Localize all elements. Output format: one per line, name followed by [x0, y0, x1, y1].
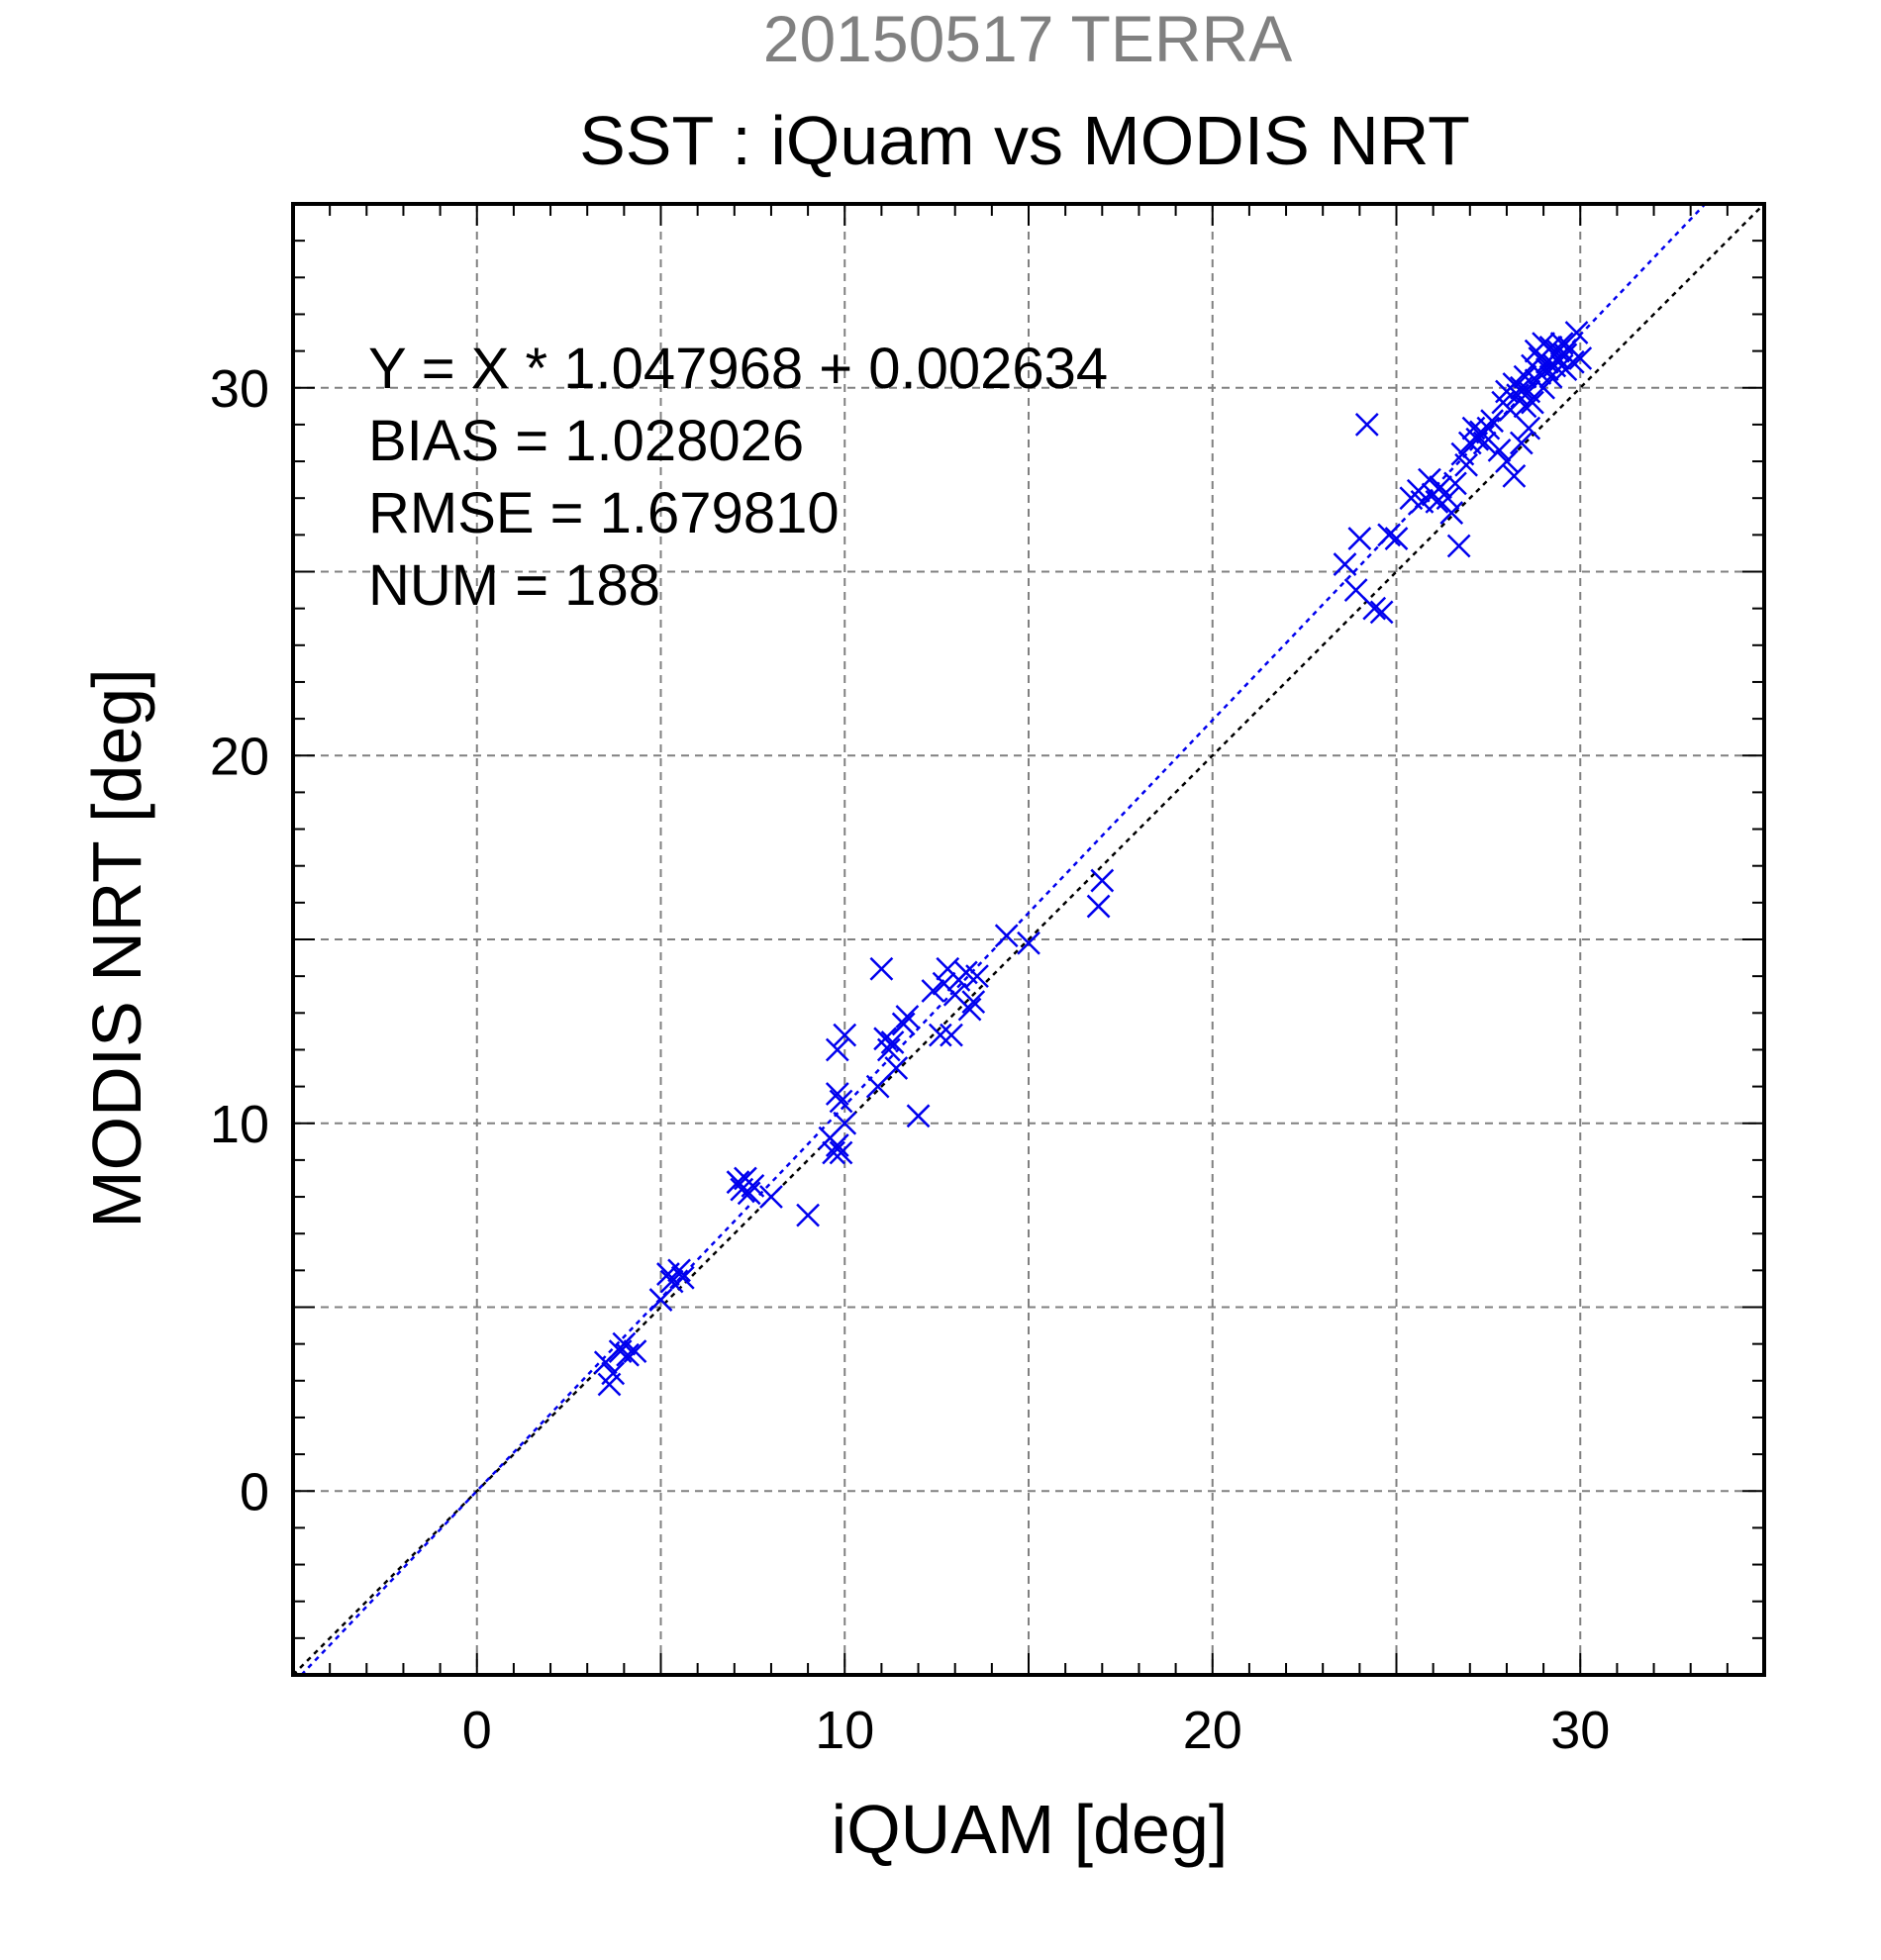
x-tick-label: 0 — [462, 1701, 492, 1760]
y-tick-label: 0 — [240, 1462, 269, 1521]
data-point — [759, 1185, 783, 1209]
data-point — [869, 956, 894, 981]
data-point — [965, 964, 989, 989]
data-point — [1347, 527, 1372, 550]
data-point — [825, 1133, 849, 1157]
data-point — [741, 1174, 765, 1198]
rmse-stat: RMSE = 1.679810 — [368, 481, 840, 545]
data-point — [623, 1339, 647, 1363]
data-point — [1521, 390, 1544, 415]
data-point — [1369, 600, 1394, 625]
x-tick-label: 10 — [815, 1701, 874, 1760]
data-point — [737, 1181, 761, 1206]
data-point — [1472, 431, 1497, 455]
stats-box: Y = X * 1.047968 + 0.002634 BIAS = 1.028… — [368, 337, 1108, 618]
bias-stat: BIAS = 1.028026 — [368, 409, 804, 473]
y-tick-label: 20 — [210, 727, 269, 786]
num-stat: NUM = 188 — [368, 553, 660, 618]
data-point — [1480, 409, 1504, 434]
data-point — [829, 1140, 853, 1165]
data-point — [825, 1037, 849, 1062]
data-point — [865, 1074, 890, 1099]
data-point — [928, 1023, 952, 1047]
data-points — [593, 321, 1593, 1397]
data-point — [1502, 464, 1527, 488]
x-tick-label: 30 — [1550, 1701, 1610, 1760]
x-tick-label: 20 — [1183, 1701, 1242, 1760]
data-point — [940, 1023, 963, 1047]
data-point — [906, 1104, 931, 1128]
data-point — [667, 1258, 691, 1283]
reference-lines — [292, 203, 1765, 1676]
data-point — [876, 1037, 901, 1062]
plot-frame — [291, 202, 1766, 1677]
data-point — [1418, 467, 1441, 492]
y-tick-label: 10 — [210, 1095, 269, 1154]
data-point — [670, 1265, 695, 1290]
data-point — [601, 1361, 626, 1386]
data-point — [1509, 431, 1534, 455]
data-point — [1429, 475, 1452, 499]
y-axis-label: MODIS NRT [deg] — [78, 668, 155, 1227]
data-point — [1532, 375, 1555, 400]
data-point — [1513, 394, 1537, 419]
data-point — [825, 1082, 849, 1106]
data-point — [1384, 527, 1409, 550]
data-point — [891, 1012, 916, 1036]
data-point — [829, 1089, 853, 1114]
identity-line — [292, 203, 1765, 1676]
data-point — [1343, 578, 1368, 602]
data-point — [921, 979, 945, 1003]
data-point — [648, 1288, 673, 1312]
data-point — [1446, 534, 1471, 558]
data-point — [1495, 449, 1519, 473]
chart-suptitle: 20150517 TERRA — [763, 2, 1292, 75]
data-point — [1377, 523, 1401, 547]
data-point — [1086, 894, 1111, 919]
fit-line — [300, 203, 1707, 1676]
data-point — [961, 990, 986, 1015]
data-point — [1090, 868, 1115, 893]
data-point — [616, 1342, 640, 1367]
data-point — [884, 1056, 909, 1080]
data-point — [1454, 452, 1478, 477]
data-point — [1498, 398, 1523, 422]
data-point — [796, 1203, 820, 1227]
data-point — [994, 924, 1019, 948]
data-point — [593, 1350, 618, 1375]
data-point — [833, 1023, 857, 1047]
data-point — [1333, 552, 1357, 576]
data-point — [1443, 471, 1467, 496]
data-point — [1354, 413, 1379, 437]
data-point — [1436, 486, 1460, 511]
data-point — [1568, 346, 1593, 370]
chart-title: SST : iQuam vs MODIS NRT — [579, 102, 1470, 179]
data-point — [833, 1111, 857, 1135]
data-point — [1560, 349, 1585, 374]
fit-equation: Y = X * 1.047968 + 0.002634 — [368, 337, 1108, 401]
data-point — [1564, 321, 1589, 344]
x-axis-label: iQUAM [deg] — [832, 1791, 1229, 1868]
data-point — [1017, 931, 1040, 955]
data-point — [1517, 416, 1541, 441]
data-point — [895, 1005, 920, 1029]
data-point — [957, 997, 982, 1022]
data-point — [1439, 501, 1464, 525]
data-point — [1487, 439, 1512, 462]
y-tick-label: 30 — [210, 359, 269, 419]
data-point — [1476, 416, 1501, 441]
data-point — [1362, 596, 1387, 621]
tick-labels: 0 10 20 30 0 10 20 30 — [210, 359, 1610, 1760]
data-point — [822, 1140, 845, 1165]
data-point — [880, 1030, 905, 1054]
